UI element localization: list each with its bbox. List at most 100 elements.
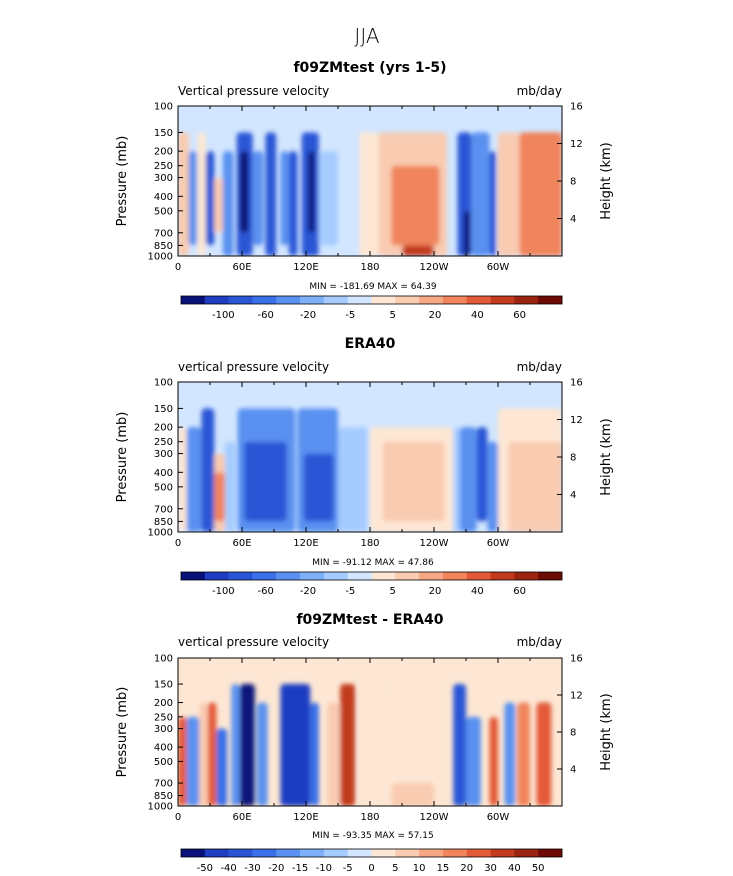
colorbar-label: -5 [345,310,355,321]
y2-tick-label: 4 [570,214,576,225]
x-tick-label: 60E [232,262,251,273]
contour-cell [178,132,189,256]
colorbar-swatch [228,849,253,857]
x-tick-label: 120E [293,538,318,549]
contour-cell [205,151,215,246]
panel-title: ERA40 [345,336,396,352]
colorbar-label: 0 [368,863,374,872]
colorbar-swatch [204,849,229,857]
y2-tick-label: 4 [570,490,576,501]
colorbar-swatch [347,849,372,857]
colorbar-label: 5 [392,863,398,872]
contour-cell [186,427,202,532]
y2-tick-label: 16 [570,654,583,665]
colorbar-label: 10 [413,863,426,872]
colorbar-swatch [276,572,301,580]
colorbar-swatch [538,849,563,857]
colorbar-label: -20 [300,310,316,321]
contour-cell [310,702,319,806]
contour-cell [489,716,498,806]
panel-right-label: mb/day [517,84,562,98]
y-tick-label: 400 [154,192,173,203]
colorbar-swatch [466,849,491,857]
x-tick-label: 180 [360,262,379,273]
contour-cell [222,151,234,256]
colorbar-swatch [419,849,444,857]
colorbar-swatch [514,296,539,304]
colorbar-swatch [276,849,301,857]
colorbar-label: 60 [513,586,526,597]
colorbar-swatch [514,849,539,857]
colorbar-label: 40 [471,310,484,321]
contour-cell [214,177,223,233]
colorbar-swatch [300,572,325,580]
y2-tick-label: 16 [570,102,583,113]
colorbar-label: -100 [212,310,235,321]
contour-cell [338,427,368,532]
panel-right-label: mb/day [517,635,562,649]
panel-left-label: vertical pressure velocity [178,360,329,374]
contour-cell [239,684,255,806]
contour-cell [256,702,268,806]
y-tick-label: 700 [154,779,173,790]
y-tick-label: 500 [154,482,173,493]
y-tick-label: 300 [154,449,173,460]
panel-2: f09ZMtest - ERA40 vertical pressure velo… [115,612,614,874]
y-tick-label: 250 [154,712,173,723]
colorbar-swatch [252,296,277,304]
y-axis-label: Pressure (mb) [115,412,130,503]
contour-cell [280,151,289,246]
colorbar-label: -50 [197,863,213,872]
y-tick-label: 200 [154,147,173,158]
y-tick-label: 850 [154,241,173,252]
y2-tick-label: 8 [570,453,576,464]
contour-cell [207,702,217,806]
contour-cell [186,716,200,806]
main-title: JJA [354,24,379,48]
colorbar-swatch [323,296,348,304]
colorbar-label: 15 [437,863,450,872]
colorbar-label: -5 [343,863,353,872]
colorbar-label: -100 [212,586,235,597]
colorbar-swatch [228,296,253,304]
plot-area [178,106,562,256]
y2-tick-label: 12 [570,691,583,702]
contour-fill [178,684,552,806]
colorbar-label: 40 [508,863,521,872]
y2-axis-label: Height (km) [599,693,614,770]
y-tick-label: 500 [154,757,173,768]
colorbar-label: -20 [268,863,284,872]
x-tick-label: 60W [487,262,510,273]
minmax-label: MIN = -91.12 MAX = 47.86 [312,558,434,568]
y2-tick-label: 12 [570,415,583,426]
colorbar-frame [180,295,563,305]
x-tick-label: 0 [175,812,181,823]
y-tick-label: 300 [154,724,173,735]
y-tick-label: 250 [154,161,173,172]
colorbar-label: -5 [345,586,355,597]
panel-title: f09ZMtest (yrs 1-5) [293,60,446,76]
y-axis-label: Pressure (mb) [115,687,130,778]
y-tick-label: 100 [154,654,173,665]
x-tick-label: 120W [420,262,449,273]
colorbar-swatch [347,572,372,580]
colorbar-swatch [466,296,491,304]
y-axis-label: Pressure (mb) [115,136,130,227]
y-tick-label: 850 [154,791,173,802]
colorbar-swatch [228,572,253,580]
contour-cell [487,441,498,532]
colorbar-swatch [181,849,206,857]
colorbar-swatch [252,849,277,857]
colorbar-swatch [300,849,325,857]
minmax-label: MIN = -93.35 MAX = 57.15 [312,831,433,841]
colorbar-label: 40 [471,586,484,597]
colorbar-swatch [490,849,515,857]
y-tick-label: 150 [154,680,173,691]
colorbar-label: 5 [389,310,395,321]
colorbar-swatch [252,572,277,580]
colorbar-label: -60 [257,586,273,597]
colorbar-swatch [538,572,563,580]
colorbar-label: -15 [292,863,308,872]
x-tick-label: 120W [420,538,449,549]
